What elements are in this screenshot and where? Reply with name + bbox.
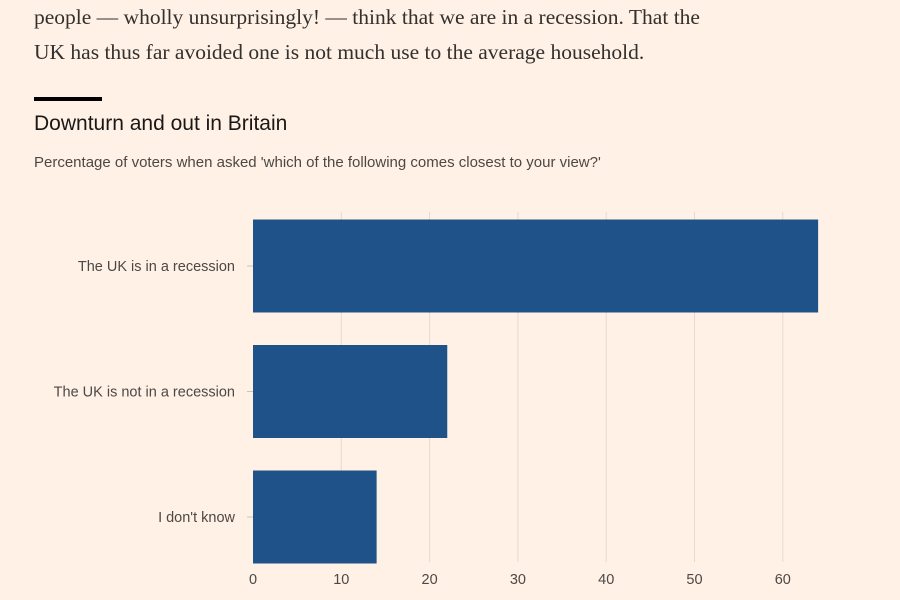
x-tick-label-10: 10	[333, 572, 349, 588]
bar-0	[253, 219, 819, 313]
x-tick-label-60: 60	[775, 572, 791, 588]
bar-1	[253, 345, 448, 438]
x-tick-label-0: 0	[249, 572, 257, 588]
chart-title: Downturn and out in Britain	[34, 112, 288, 135]
category-label-2: I don't know	[158, 510, 235, 526]
x-tick-label-20: 20	[422, 572, 438, 588]
x-tick-label-50: 50	[686, 572, 702, 588]
bar-2	[253, 470, 377, 564]
article-line-2: UK has thus far avoided one is not much …	[34, 40, 645, 64]
x-tick-label-30: 30	[510, 572, 526, 588]
chart-accent-rule	[34, 97, 102, 101]
category-label-1: The UK is not in a recession	[54, 385, 235, 401]
category-label-0: The UK is in a recession	[78, 259, 235, 275]
article-text: people — wholly unsurprisingly! — think …	[34, 0, 864, 70]
article-line-1: people — wholly unsurprisingly! — think …	[34, 5, 700, 29]
chart-subtitle: Percentage of voters when asked 'which o…	[34, 154, 601, 171]
x-tick-label-40: 40	[598, 572, 614, 588]
